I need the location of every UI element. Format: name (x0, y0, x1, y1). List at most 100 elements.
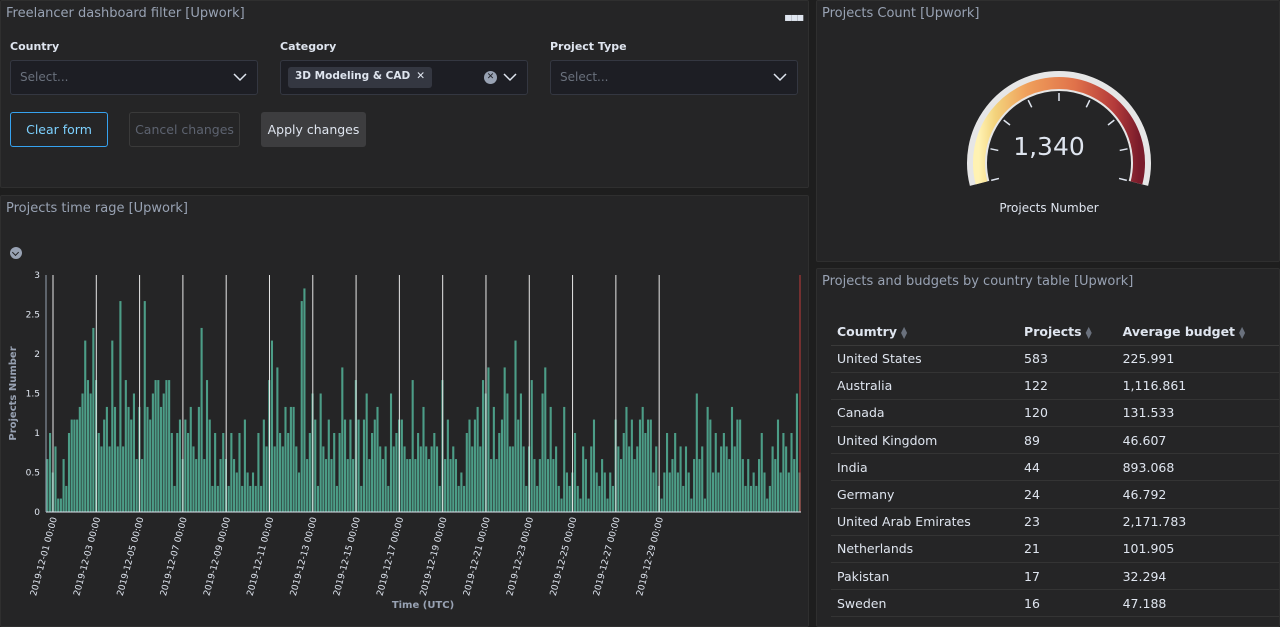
bar[interactable] (178, 419, 182, 512)
bar[interactable] (636, 446, 639, 512)
bar[interactable] (62, 459, 65, 512)
chevron-down-icon[interactable] (503, 72, 517, 82)
bar[interactable] (503, 367, 506, 512)
bar[interactable] (65, 485, 68, 512)
bar[interactable] (219, 459, 222, 512)
bar[interactable] (698, 459, 701, 512)
bar[interactable] (741, 459, 744, 512)
bar[interactable] (384, 446, 387, 512)
bar[interactable] (752, 472, 755, 513)
clear-selection-icon[interactable]: ✕ (484, 71, 497, 84)
bar[interactable] (760, 433, 763, 512)
bar[interactable] (162, 393, 165, 513)
bar[interactable] (208, 419, 211, 512)
bar[interactable] (749, 485, 752, 512)
bar[interactable] (195, 459, 198, 512)
bar[interactable] (297, 472, 301, 513)
bar[interactable] (84, 340, 87, 512)
bar[interactable] (682, 485, 685, 512)
bar[interactable] (693, 459, 696, 512)
bar[interactable] (587, 498, 590, 512)
bar[interactable] (674, 433, 677, 512)
bar[interactable] (522, 446, 525, 512)
bar[interactable] (706, 406, 709, 512)
bar[interactable] (325, 459, 328, 512)
bar[interactable] (576, 485, 579, 512)
bar[interactable] (647, 419, 650, 512)
bar[interactable] (257, 433, 260, 512)
bar[interactable] (422, 406, 425, 512)
bar[interactable] (251, 472, 255, 513)
bar[interactable] (671, 459, 674, 512)
bar[interactable] (444, 459, 447, 512)
bar[interactable] (165, 380, 168, 512)
bar[interactable] (782, 433, 785, 512)
bar[interactable] (779, 472, 782, 513)
bar[interactable] (189, 406, 192, 512)
bar[interactable] (506, 393, 509, 513)
bar[interactable] (414, 459, 417, 512)
bar[interactable] (744, 485, 747, 512)
project-type-select[interactable]: Select... (550, 60, 798, 95)
bar[interactable] (130, 419, 133, 512)
bar[interactable] (536, 485, 539, 512)
sort-icon[interactable]: ▲ ▼ (1085, 324, 1092, 340)
bar[interactable] (124, 380, 127, 512)
bar[interactable] (241, 485, 244, 512)
bar[interactable] (230, 433, 233, 512)
bar[interactable] (747, 459, 750, 512)
bar[interactable] (284, 406, 287, 512)
bar[interactable] (695, 393, 698, 513)
bar[interactable] (357, 419, 360, 512)
bar[interactable] (690, 498, 693, 512)
sort-icon[interactable]: ▲ ▼ (1239, 324, 1246, 340)
bar[interactable] (49, 433, 52, 512)
bar[interactable] (262, 419, 265, 512)
column-header-budget[interactable]: Average budget ▲ ▼ (1116, 319, 1279, 346)
bar[interactable] (146, 406, 149, 512)
bar[interactable] (606, 498, 609, 512)
bar[interactable] (722, 433, 725, 512)
bar[interactable] (684, 446, 688, 512)
bar[interactable] (411, 380, 414, 512)
bar[interactable] (159, 406, 163, 512)
bar[interactable] (776, 419, 780, 512)
country-select[interactable]: Select... (10, 60, 258, 95)
bar[interactable] (205, 380, 209, 512)
collapse-icon[interactable] (10, 247, 22, 259)
bar[interactable] (154, 380, 157, 512)
cancel-changes-button[interactable]: Cancel changes (129, 112, 240, 147)
bar[interactable] (289, 406, 292, 512)
bar[interactable] (287, 433, 290, 512)
bar[interactable] (406, 459, 409, 512)
bar[interactable] (546, 459, 550, 512)
bar[interactable] (473, 419, 476, 512)
bar[interactable] (490, 459, 493, 512)
bar[interactable] (544, 367, 547, 512)
bar[interactable] (619, 459, 623, 512)
bar[interactable] (78, 406, 81, 512)
bar[interactable] (630, 419, 633, 512)
bar[interactable] (89, 393, 92, 513)
bar[interactable] (433, 433, 436, 512)
bar[interactable] (143, 301, 146, 512)
bar[interactable] (584, 459, 587, 512)
bar[interactable] (498, 433, 501, 512)
bar[interactable] (609, 472, 612, 513)
bar[interactable] (362, 419, 366, 512)
bar[interactable] (525, 485, 528, 512)
bar[interactable] (111, 340, 114, 512)
bar[interactable] (714, 433, 717, 512)
bar[interactable] (335, 485, 338, 512)
bar[interactable] (460, 472, 463, 513)
chip-remove-icon[interactable]: ✕ (416, 70, 425, 82)
bar[interactable] (549, 406, 552, 512)
bar[interactable] (303, 288, 306, 512)
bar[interactable] (300, 301, 303, 512)
bar[interactable] (487, 367, 490, 512)
bar[interactable] (468, 419, 471, 512)
bar[interactable] (628, 446, 631, 512)
bar[interactable] (227, 485, 230, 512)
bar[interactable] (739, 419, 742, 512)
bar[interactable] (533, 459, 536, 512)
